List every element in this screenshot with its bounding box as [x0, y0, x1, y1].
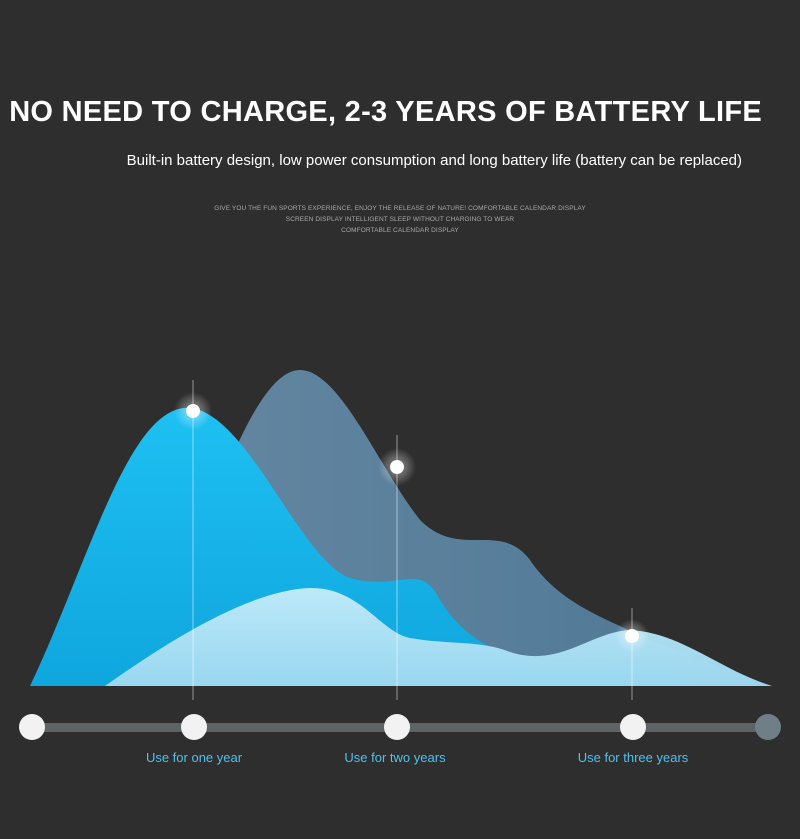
peak-marker-year-two — [378, 448, 416, 486]
timeline-node-start — [19, 714, 45, 740]
timeline-label-year-three: Use for three years — [577, 750, 689, 765]
timeline-label-year-two: Use for two years — [344, 750, 446, 765]
timeline-node-year-one — [181, 714, 207, 740]
headline: NO NEED TO CHARGE, 2-3 YEARS OF BATTERY … — [9, 96, 762, 128]
wave-mid — [30, 407, 700, 686]
fine-print-line: COMFORTABLE CALENDAR DISPLAY — [341, 227, 459, 234]
peak-marker-year-one — [174, 392, 212, 430]
peak-marker-year-three — [615, 619, 649, 653]
fine-print-line: SCREEN DISPLAY INTELLIGENT SLEEP WITHOUT… — [285, 216, 515, 223]
fine-print: GIVE YOU THE FUN SPORTS EXPERIENCE, ENJO… — [100, 203, 700, 236]
fine-print-line: GIVE YOU THE FUN SPORTS EXPERIENCE, ENJO… — [214, 205, 586, 212]
subheadline: Built-in battery design, low power consu… — [126, 152, 742, 169]
wave-front — [105, 587, 772, 686]
timeline-node-end — [755, 714, 781, 740]
timeline-label-year-one: Use for one year — [145, 750, 243, 765]
timeline-node-year-two — [384, 714, 410, 740]
timeline-node-year-three — [620, 714, 646, 740]
